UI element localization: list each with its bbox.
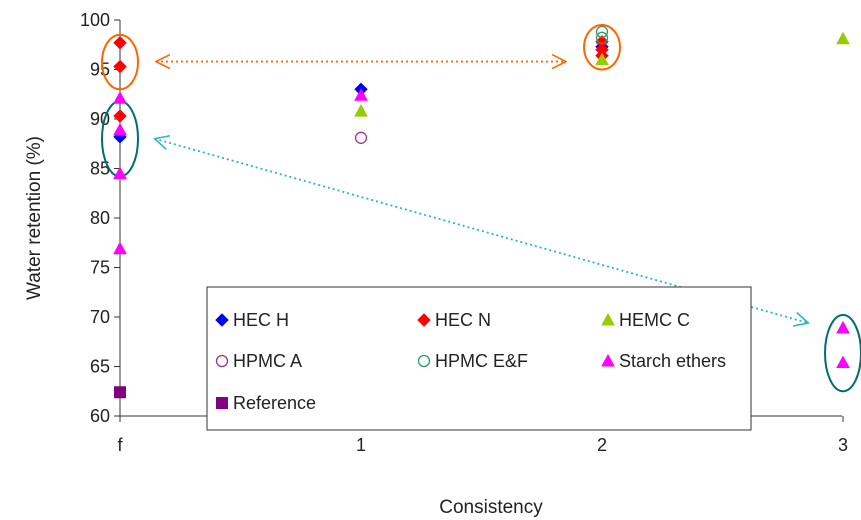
y-tick-label: 95 [90, 60, 110, 80]
axes: 60 65 70 75 80 85 90 95 100 f 1 2 3 Consistency Water … [24, 10, 848, 518]
legend-label-starch-ethers: Starch ethers [619, 351, 726, 371]
y-tick-label: 60 [90, 406, 110, 426]
legend-label-hpmc-e-f: HPMC E&F [435, 351, 528, 371]
x-axis-title: Consistency [439, 497, 543, 518]
series-hpmc-e-f [595, 25, 609, 44]
y-axis-title: Water retention (%) [24, 136, 45, 300]
legend-label-hec-h: HEC H [233, 310, 289, 330]
x-tick-label: 1 [356, 435, 366, 455]
highlight-ellipse [824, 314, 861, 393]
series-hemc-c [354, 31, 850, 117]
point-hpmc-e-f [595, 31, 609, 44]
series-hpmc-a [354, 131, 368, 144]
point-hpmc-a [354, 131, 368, 144]
point-hec-n [113, 59, 127, 74]
point-starch-ethers [113, 241, 127, 255]
point-starch-ethers [113, 166, 127, 179]
point-starch-ethers [113, 122, 127, 136]
legend-label-hpmc-a: HPMC A [233, 351, 302, 371]
legend-marker-starch-ethers [601, 353, 615, 367]
highlight-ellipse [101, 33, 139, 91]
data-points [113, 25, 850, 399]
x-tick-label: 2 [597, 435, 607, 455]
y-tick-label: 100 [80, 10, 110, 30]
y-tick-label: 75 [90, 258, 110, 278]
point-starch-ethers [354, 88, 368, 101]
legend-box [206, 286, 752, 431]
y-tick-label: 90 [90, 109, 110, 129]
point-starch-ethers [836, 355, 850, 369]
point-reference [114, 386, 126, 399]
point-hemc-c [595, 52, 609, 66]
point-starch-ethers [836, 320, 850, 334]
legend-marker-hpmc-a [215, 354, 229, 368]
highlight-ellipse [583, 23, 621, 71]
y-tick-label: 65 [90, 357, 110, 377]
point-hpmc-e-f [595, 25, 609, 39]
legend-label-hemc-c: HEMC C [619, 310, 690, 330]
legend-marker-hemc-c [601, 312, 615, 326]
series-starch-ethers [113, 88, 850, 369]
x-tick-label: f [117, 435, 123, 455]
legend-marker-reference [216, 397, 228, 409]
point-starch-ethers [113, 91, 127, 104]
point-hec-n [113, 36, 127, 50]
point-hemc-c [354, 104, 368, 117]
legend-marker-hec-n [417, 313, 431, 327]
legend-label-hec-n: HEC N [435, 310, 491, 330]
legend: HEC H HEC N HEMC C HPMC A HPMC E&F Starch eth… [206, 286, 752, 431]
y-tick-label: 85 [90, 159, 110, 179]
y-tick-label: 80 [90, 208, 110, 228]
legend-marker-hec-h [215, 313, 229, 327]
point-hec-n [113, 109, 127, 123]
legend-marker-hpmc-e-f [417, 354, 431, 368]
x-tick-label: 3 [838, 435, 848, 455]
point-hemc-c [836, 31, 850, 45]
series-reference [114, 386, 126, 399]
y-tick-label: 70 [90, 307, 110, 327]
legend-label-reference: Reference [233, 393, 316, 413]
